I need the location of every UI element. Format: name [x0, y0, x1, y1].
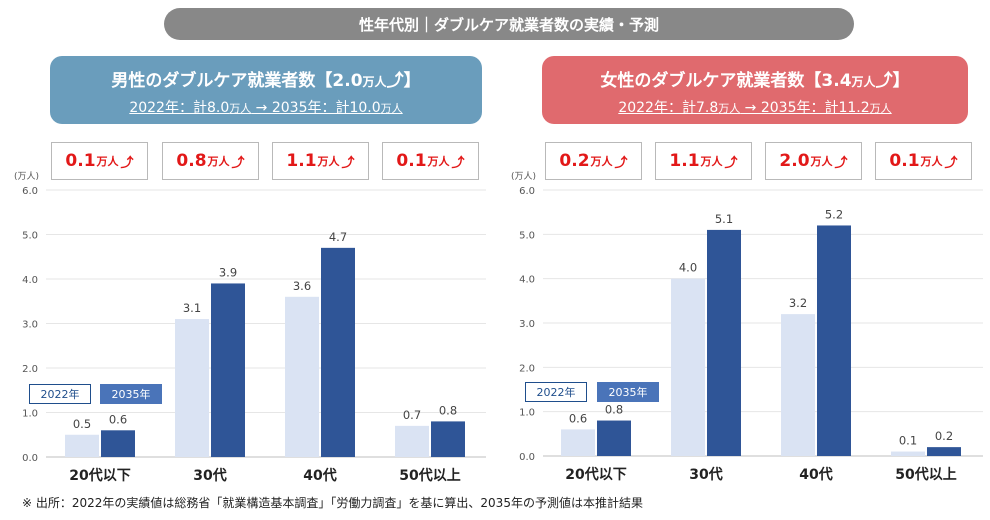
female-summary-panel: 女性のダブルケア就業者数【3.4万人⤴】 2022年：計7.8万人 → 2035… [542, 56, 968, 124]
male-increase-box: 0.1 万人 ⤴ [51, 142, 148, 180]
data-label: 4.7 [329, 230, 347, 244]
x-category-label: 50代以上 [399, 467, 460, 484]
y-tick-label: 1.0 [22, 409, 38, 420]
bar-2035年 [707, 229, 741, 456]
up-arrow-icon: ⤴ [724, 155, 738, 171]
chart-title: 性年代別｜ダブルケア就業者数の実績・予測 [164, 8, 854, 40]
male-summary-panel: 男性のダブルケア就業者数【2.0万人⤴】 2022年：計8.0万人 → 2035… [50, 56, 482, 124]
bar-2035年 [211, 283, 245, 457]
up-arrow-icon: ⤴ [614, 155, 628, 171]
y-tick-label: 0.0 [519, 452, 535, 463]
data-label: 0.7 [403, 408, 421, 422]
bar-2035年 [927, 447, 961, 456]
up-arrow-icon: ⤴ [231, 155, 245, 171]
bar-2035年 [817, 225, 851, 456]
up-arrow-icon: ⤴ [451, 155, 465, 171]
y-tick-label: 6.0 [22, 186, 38, 197]
data-label: 4.0 [679, 261, 697, 275]
female-bar-chart: (万人) 0.0 1.0 2.0 3.0 4.0 5.0 6.0 0.6 0.8 20代以下 4.0 5… [511, 171, 983, 483]
bar-2022年 [65, 434, 99, 457]
bar-2022年 [175, 319, 209, 457]
data-label: 5.2 [825, 207, 843, 221]
bar-2022年 [671, 278, 705, 456]
bar-2022年 [781, 314, 815, 456]
bar-2035年 [101, 430, 135, 457]
data-label: 0.8 [605, 403, 623, 417]
data-label: 0.8 [439, 403, 457, 417]
y-tick-label: 5.0 [22, 231, 38, 242]
up-arrow-icon: ⤴ [834, 155, 848, 171]
male-increase-box: 0.1 万人 ⤴ [382, 142, 479, 180]
legend-2035: 2035年 [100, 384, 162, 404]
bar-2022年 [395, 425, 429, 457]
data-label: 0.6 [569, 411, 587, 425]
x-category-label: 50代以上 [895, 466, 956, 483]
y-tick-label: 6.0 [519, 186, 535, 197]
y-tick-label: 1.0 [519, 408, 535, 419]
up-arrow-icon: ⤴ [341, 155, 355, 171]
up-arrow-icon: ⤴ [875, 71, 893, 91]
male-bar-chart: (万人) 0.0 1.0 2.0 3.0 4.0 5.0 6.0 0.5 0.6 20代以下 3.1 3… [14, 171, 486, 484]
x-category-label: 20代以下 [69, 467, 130, 484]
female-increase-box: 2.0 万人 ⤴ [765, 142, 862, 180]
legend-2022: 2022年 [525, 382, 587, 402]
female-subtitle: 2022年：計7.8万人 → 2035年：計11.2万人 [618, 100, 892, 116]
data-label: 3.1 [183, 301, 201, 315]
male-heading: 男性のダブルケア就業者数【2.0万人⤴】 [111, 71, 421, 91]
female-increase-box: 0.2 万人 ⤴ [545, 142, 642, 180]
x-category-label: 20代以下 [565, 466, 626, 483]
y-axis-unit-label: (万人) [14, 171, 39, 182]
source-footnote: ※ 出所：2022年の実績値は総務省「就業構造基本調査」「労働力調査」を基に算出… [22, 496, 643, 510]
data-label: 0.5 [73, 417, 91, 431]
data-label: 0.1 [899, 434, 917, 448]
data-label: 3.6 [293, 279, 311, 293]
bar-2035年 [431, 421, 465, 457]
female-increase-box: 0.1 万人 ⤴ [875, 142, 972, 180]
bar-2035年 [597, 420, 631, 456]
y-tick-label: 0.0 [22, 453, 38, 464]
x-category-label: 30代 [689, 466, 722, 483]
y-tick-label: 3.0 [519, 319, 535, 330]
x-category-label: 30代 [193, 467, 226, 484]
y-tick-label: 4.0 [519, 275, 535, 286]
x-category-label: 40代 [303, 467, 336, 484]
y-tick-label: 3.0 [22, 320, 38, 331]
y-axis-unit-label: (万人) [511, 171, 536, 182]
bar-2035年 [321, 247, 355, 457]
legend-2035: 2035年 [597, 382, 659, 402]
bar-2022年 [285, 296, 319, 457]
y-tick-label: 5.0 [519, 230, 535, 241]
bar-2022年 [561, 429, 595, 456]
female-heading: 女性のダブルケア就業者数【3.4万人⤴】 [600, 71, 910, 91]
x-category-label: 40代 [799, 466, 832, 483]
data-label: 3.2 [789, 296, 807, 310]
legend-2022: 2022年 [29, 384, 91, 404]
data-label: 3.9 [219, 265, 237, 279]
male-increase-box: 0.8 万人 ⤴ [162, 142, 259, 180]
female-increase-box: 1.1 万人 ⤴ [655, 142, 752, 180]
data-label: 5.1 [715, 212, 733, 226]
up-arrow-icon: ⤴ [386, 71, 404, 91]
data-label: 0.6 [109, 412, 127, 426]
data-label: 0.2 [935, 429, 953, 443]
y-tick-label: 2.0 [519, 363, 535, 374]
up-arrow-icon: ⤴ [944, 155, 958, 171]
up-arrow-icon: ⤴ [120, 155, 134, 171]
male-increase-box: 1.1 万人 ⤴ [272, 142, 369, 180]
y-tick-label: 2.0 [22, 364, 38, 375]
y-tick-label: 4.0 [22, 275, 38, 286]
male-subtitle: 2022年：計8.0万人 → 2035年：計10.0万人 [129, 100, 403, 116]
bar-2022年 [891, 451, 925, 456]
